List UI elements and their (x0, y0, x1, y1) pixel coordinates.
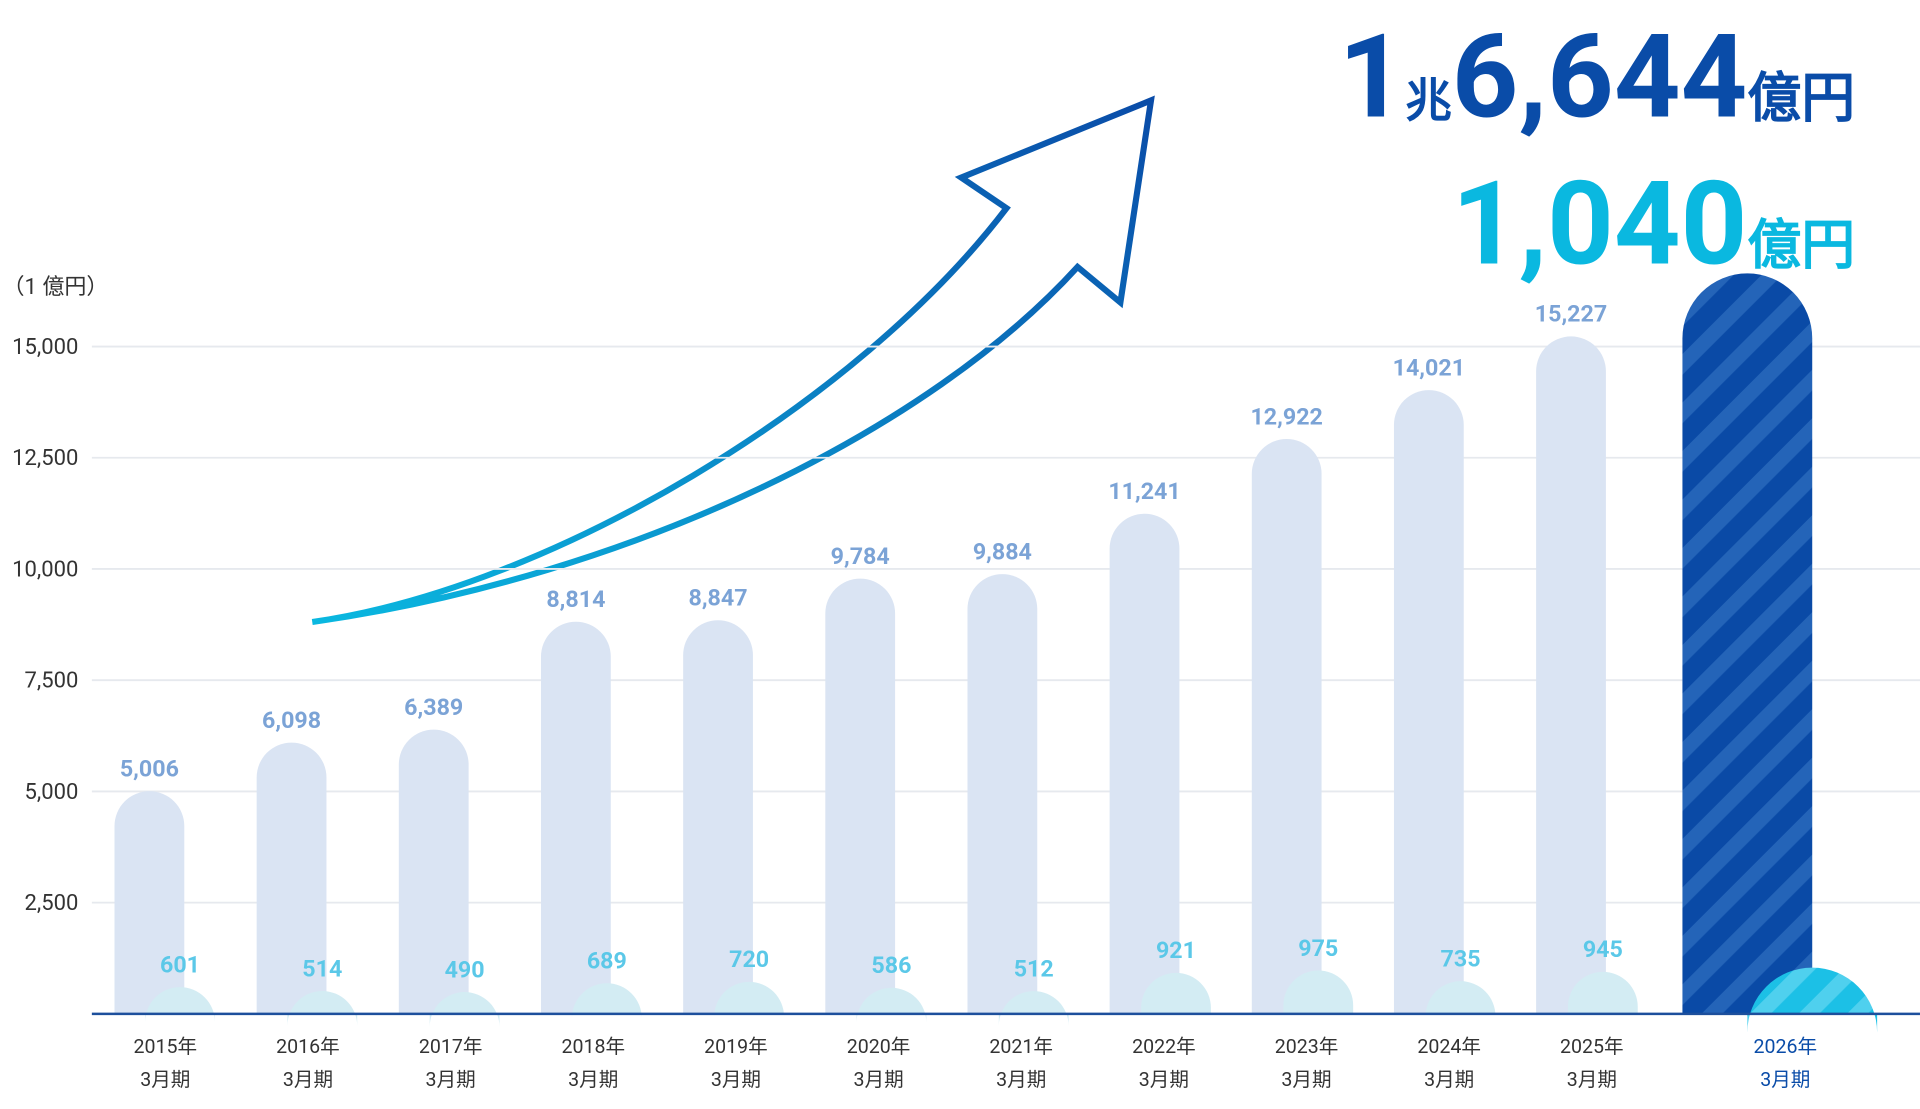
bar (114, 791, 185, 1014)
bar (287, 991, 358, 1026)
x-tick-label: 2017年 (419, 1035, 483, 1058)
unit-label: （1 億円） (2, 275, 108, 300)
headline: 1兆6,644億円 (1339, 9, 1856, 145)
y-tick-label: 5,000 (25, 780, 79, 805)
x-tick-label: 2023年 (1275, 1035, 1339, 1058)
value-label: 11,241 (1108, 477, 1180, 505)
bar (429, 992, 500, 1027)
bar (1567, 971, 1638, 1014)
x-tick-label: 3月期 (283, 1068, 333, 1091)
x-tick-label: 3月期 (1567, 1068, 1617, 1091)
headline-part: 億円 (1747, 67, 1855, 130)
bar (856, 987, 927, 1023)
x-tick-label: 3月期 (711, 1068, 761, 1091)
value-label: 12,922 (1250, 402, 1322, 430)
bar (398, 729, 469, 1014)
value-label: 6,098 (262, 706, 321, 734)
value-label: 8,847 (688, 584, 747, 612)
x-tick-label: 2016年 (276, 1035, 340, 1058)
value-label: 6,389 (404, 693, 463, 721)
x-tick-label: 2019年 (704, 1035, 768, 1058)
bar (1747, 967, 1878, 1033)
value-label: 9,884 (973, 537, 1032, 565)
bar (1283, 970, 1354, 1014)
x-tick-label: 3月期 (1760, 1068, 1810, 1091)
bar (1682, 273, 1813, 1014)
bar (571, 983, 642, 1019)
x-tick-label: 2020年 (847, 1035, 911, 1058)
x-tick-label: 2026年 (1753, 1035, 1817, 1058)
bar (1109, 513, 1180, 1014)
bar (1536, 336, 1606, 1014)
bar (1393, 390, 1464, 1014)
value-label: 490 (445, 955, 485, 983)
value-label: 512 (1014, 954, 1054, 982)
bar (714, 981, 785, 1017)
x-tick-label: 3月期 (1424, 1068, 1474, 1091)
value-label: 975 (1298, 934, 1338, 962)
headline-part: 1,040 (1452, 156, 1748, 292)
bar (683, 620, 753, 1014)
x-tick-label: 2018年 (561, 1035, 625, 1058)
y-tick-label: 10,000 (12, 557, 78, 582)
value-label: 720 (729, 945, 769, 973)
headline-part: 兆 (1405, 74, 1452, 128)
y-tick-label: 7,500 (25, 669, 79, 694)
x-tick-label: 3月期 (426, 1068, 476, 1091)
x-tick-label: 3月期 (996, 1068, 1046, 1091)
bar (998, 991, 1069, 1026)
y-tick-label: 2,500 (25, 891, 79, 916)
bar (825, 578, 896, 1014)
bar (967, 574, 1038, 1014)
headline: 1,040億円 (1452, 156, 1855, 292)
value-label: 586 (871, 951, 911, 979)
value-label: 921 (1156, 936, 1196, 964)
x-tick-label: 2015年 (134, 1035, 198, 1058)
value-label: 514 (302, 954, 342, 982)
bar (1251, 438, 1322, 1014)
bar (540, 621, 611, 1014)
x-tick-label: 3月期 (140, 1068, 190, 1091)
x-tick-label: 3月期 (853, 1068, 903, 1091)
value-label: 8,814 (546, 585, 605, 613)
value-label: 15,227 (1535, 300, 1607, 328)
headline-part: 億円 (1747, 214, 1855, 277)
x-tick-label: 2024年 (1417, 1035, 1481, 1058)
value-label: 5,006 (120, 754, 179, 782)
value-label: 945 (1583, 935, 1623, 963)
value-label: 689 (587, 947, 627, 975)
value-label: 14,021 (1393, 353, 1465, 381)
value-label: 601 (160, 950, 200, 978)
headline-part: 1 (1339, 9, 1406, 145)
bar (1425, 981, 1496, 1017)
bar (256, 742, 327, 1014)
y-tick-label: 12,500 (12, 446, 78, 471)
bar (1141, 972, 1211, 1014)
x-tick-label: 3月期 (568, 1068, 618, 1091)
x-tick-label: 2025年 (1560, 1035, 1624, 1058)
value-label: 735 (1441, 944, 1481, 972)
y-tick-label: 15,000 (12, 335, 78, 360)
growth-arrow (311, 95, 1155, 626)
x-tick-label: 3月期 (1139, 1068, 1189, 1091)
x-tick-label: 2021年 (989, 1035, 1053, 1058)
value-label: 9,784 (831, 542, 890, 570)
x-tick-label: 2022年 (1132, 1035, 1196, 1058)
headline-part: 6,644 (1452, 9, 1748, 145)
x-tick-label: 3月期 (1281, 1068, 1331, 1091)
